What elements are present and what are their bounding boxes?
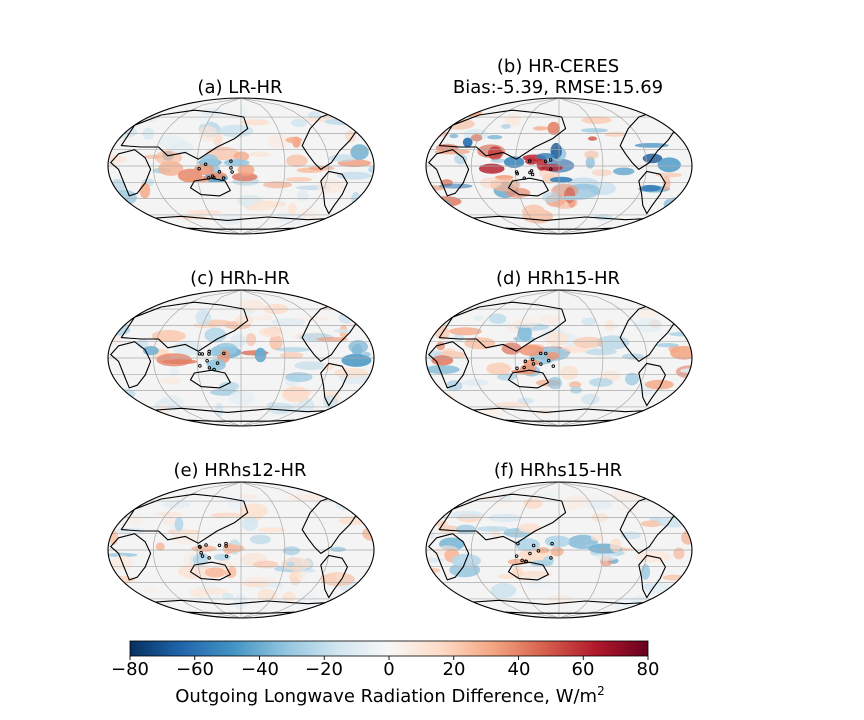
map-panel: [426, 290, 692, 426]
colorbar-tick-label: 60: [571, 659, 595, 680]
colorbar-label: Outgoing Longwave Radiation Difference, …: [175, 684, 605, 707]
map-boundary: [425, 481, 693, 619]
panel-title-c: (c) HRh-HR: [190, 268, 290, 289]
map-panel: [426, 98, 692, 234]
panel-title-b: (b) HR-CERES: [496, 56, 620, 77]
colorbar-tick-label: −20: [305, 659, 343, 680]
map-boundary: [425, 97, 693, 235]
colorbar-tick-label: −40: [241, 659, 279, 680]
colorbar-tick-label: −80: [111, 659, 149, 680]
map-panel: [108, 482, 374, 618]
map-boundary: [425, 289, 693, 427]
colorbar-tick-label: 0: [383, 659, 395, 680]
map-boundary: [107, 481, 375, 619]
map-panel: [108, 290, 374, 426]
panel-title-e: (e) HRhs12-HR: [173, 460, 307, 481]
panel-title-a: (a) LR-HR: [197, 77, 283, 98]
colorbar-tick-label: 20: [442, 659, 466, 680]
colorbar-tick-label: 80: [636, 659, 660, 680]
colorbar-gradient: [129, 640, 649, 657]
panel-subtitle-b: Bias:-5.39, RMSE:15.69: [452, 77, 664, 98]
colorbar-tick-label: −60: [176, 659, 214, 680]
map-panel: [426, 482, 692, 618]
colorbar-tick-label: 40: [507, 659, 531, 680]
panel-title-d: (d) HRh15-HR: [495, 268, 621, 289]
panel-title-f: (f) HRhs15-HR: [493, 460, 623, 481]
map-boundary: [107, 97, 375, 235]
map-boundary: [107, 289, 375, 427]
